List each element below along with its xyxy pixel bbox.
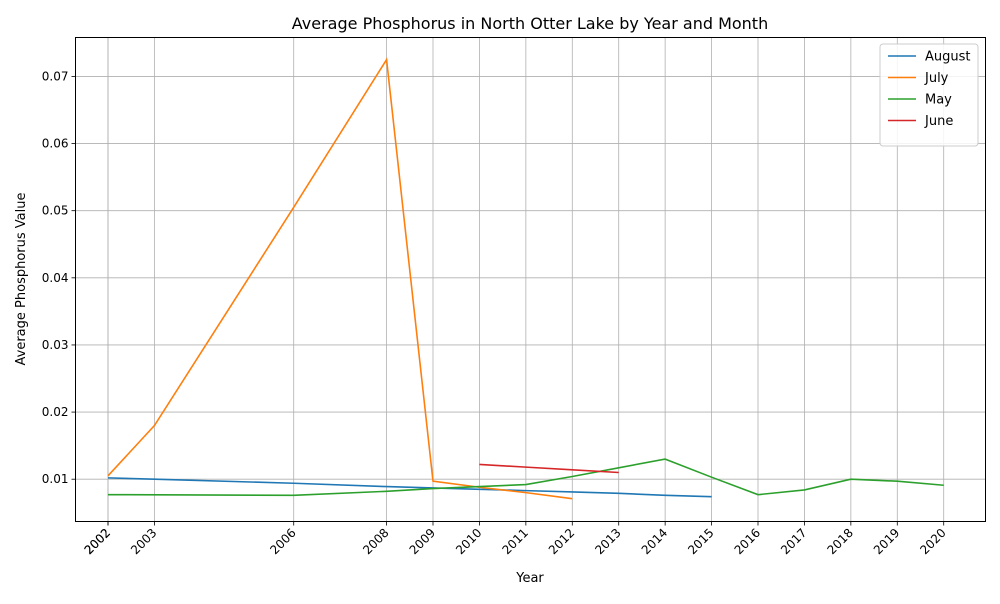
- y-tick-label: 0.05: [42, 204, 69, 218]
- legend-label-august: August: [925, 50, 971, 65]
- y-axis-ticks: 0.01 0.02 0.03 0.04 0.05 0.06 0.07: [42, 69, 76, 486]
- series-line-may: [107, 458, 944, 497]
- y-tick-label: 0.04: [42, 271, 69, 285]
- plot-frame: [75, 37, 986, 522]
- legend-label-july: July: [924, 71, 949, 86]
- series-lines: [107, 57, 944, 500]
- legend: August July May June: [879, 43, 979, 147]
- y-tick-label: 0.06: [42, 137, 69, 151]
- legend-label-june: June: [924, 114, 953, 129]
- series-line-june: [479, 463, 619, 474]
- y-tick-label: 0.02: [42, 405, 69, 419]
- y-tick-label: 0.03: [42, 338, 69, 352]
- x-axis-label: Year: [515, 571, 544, 586]
- chart-title: Average Phosphorus in North Otter Lake b…: [292, 14, 768, 33]
- y-tick-label: 0.07: [42, 69, 69, 83]
- legend-label-may: May: [925, 93, 952, 108]
- grid: [75, 37, 986, 522]
- series-line-august: [107, 477, 712, 498]
- y-tick-label: 0.01: [42, 472, 69, 486]
- series-line-july: [107, 57, 573, 500]
- y-axis-label: Average Phosphorus Value: [14, 193, 29, 366]
